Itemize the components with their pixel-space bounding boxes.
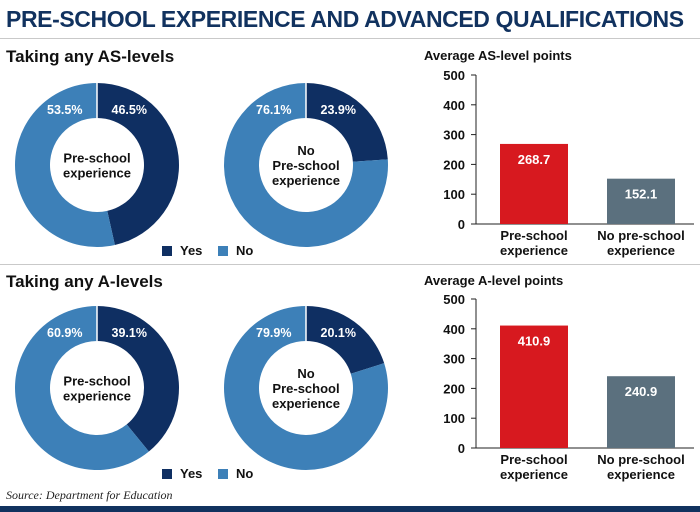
section-divider xyxy=(0,264,700,265)
bar-a-category-label-0: experience xyxy=(500,467,568,482)
donut-a-pre-school-yes-label: 39.1% xyxy=(112,326,147,340)
bar-a-bar-1 xyxy=(607,376,675,448)
donut-as-no-pre-school-center-label: experience xyxy=(272,173,340,188)
section-title-a-levels: Taking any A-levels xyxy=(6,272,163,291)
donut-a-no-pre-school-center-label: experience xyxy=(272,396,340,411)
section-title-as-levels: Taking any AS-levels xyxy=(6,47,175,66)
legend-as-yes-label: Yes xyxy=(180,243,202,258)
bottom-accent-bar xyxy=(0,506,700,512)
bar-as-bar-1 xyxy=(607,178,675,224)
source-note: Source: Department for Education xyxy=(6,488,173,502)
bar-a-ytick-label: 500 xyxy=(443,292,465,307)
donut-as-pre-school-no-label: 53.5% xyxy=(47,103,82,117)
bar-a-category-label-1: No pre-school xyxy=(597,452,684,467)
donut-a-no-pre-school-no-slice xyxy=(223,306,388,470)
donut-as-no-pre-school-no-label: 76.1% xyxy=(256,103,291,117)
donut-as-pre-school-yes-slice xyxy=(97,83,179,246)
bar-as-category-label-1: No pre-school xyxy=(597,228,684,243)
bar-as-value-label-1: 152.1 xyxy=(625,187,658,202)
bar-as-ytick-label: 200 xyxy=(443,157,465,172)
bar-a-value-label-0: 410.9 xyxy=(518,334,551,349)
donut-a-no-pre-school-center-label: Pre-school xyxy=(272,381,339,396)
bar-as-ytick-label: 400 xyxy=(443,98,465,113)
bar-as-category-label-0: experience xyxy=(500,243,568,258)
bar-as-ytick-label: 500 xyxy=(443,68,465,83)
bar-a-category-label-0: Pre-school xyxy=(500,452,567,467)
donut-as-pre-school-center-label: Pre-school xyxy=(63,151,130,166)
bar-chart-title-a-levels: Average A-level points xyxy=(424,273,564,288)
bar-as-ytick-label: 0 xyxy=(458,217,465,232)
bar-a-ytick-label: 200 xyxy=(443,381,465,396)
bar-a-ytick-label: 400 xyxy=(443,322,465,337)
donut-a-no-pre-school-yes-label: 20.1% xyxy=(321,326,356,340)
donut-as-no-pre-school-center-label: No xyxy=(297,143,314,158)
title-rule xyxy=(0,38,700,39)
bar-as-category-label-1: experience xyxy=(607,243,675,258)
legend-a-yes-label: Yes xyxy=(180,466,202,481)
donut-as-no-pre-school-no-slice xyxy=(224,83,388,247)
main-title: PRE-SCHOOL EXPERIENCE AND ADVANCED QUALI… xyxy=(6,6,684,32)
legend-a-yes-swatch xyxy=(162,469,172,479)
legend-as-yes-swatch xyxy=(162,246,172,256)
bar-as-ytick-label: 100 xyxy=(443,187,465,202)
bar-chart-title-as-levels: Average AS-level points xyxy=(424,48,572,63)
legend-as-no-swatch xyxy=(218,246,228,256)
legend-as-no-label: No xyxy=(236,243,253,258)
legend-a-no-label: No xyxy=(236,466,253,481)
donut-a-pre-school-no-label: 60.9% xyxy=(47,326,82,340)
donut-as-no-pre-school-yes-label: 23.9% xyxy=(321,103,356,117)
donut-as-no-pre-school-yes-slice xyxy=(306,83,388,162)
bar-a-ytick-label: 0 xyxy=(458,441,465,456)
bar-as-bar-0 xyxy=(500,143,568,224)
bar-a-ytick-label: 300 xyxy=(443,352,465,367)
donut-as-pre-school-center-label: experience xyxy=(63,166,131,181)
donut-as-pre-school-no-slice xyxy=(14,83,115,248)
donut-a-no-pre-school-no-label: 79.9% xyxy=(256,326,291,340)
donut-a-pre-school-yes-slice xyxy=(97,306,180,452)
legend-a-no-swatch xyxy=(218,469,228,479)
bar-a-category-label-1: experience xyxy=(607,467,675,482)
bar-as-category-label-0: Pre-school xyxy=(500,228,567,243)
bar-as-value-label-0: 268.7 xyxy=(518,152,551,167)
donut-a-pre-school-center-label: Pre-school xyxy=(63,374,130,389)
donut-a-pre-school-center-label: experience xyxy=(63,389,131,404)
donut-as-pre-school-yes-label: 46.5% xyxy=(112,103,147,117)
bar-a-bar-0 xyxy=(500,325,568,448)
bar-as-ytick-label: 300 xyxy=(443,128,465,143)
donut-a-no-pre-school-yes-slice xyxy=(306,306,385,374)
bar-a-ytick-label: 100 xyxy=(443,411,465,426)
donut-as-no-pre-school-center-label: Pre-school xyxy=(272,158,339,173)
bar-a-value-label-1: 240.9 xyxy=(625,384,658,399)
donut-a-no-pre-school-center-label: No xyxy=(297,366,314,381)
donut-a-pre-school-no-slice xyxy=(15,306,149,470)
